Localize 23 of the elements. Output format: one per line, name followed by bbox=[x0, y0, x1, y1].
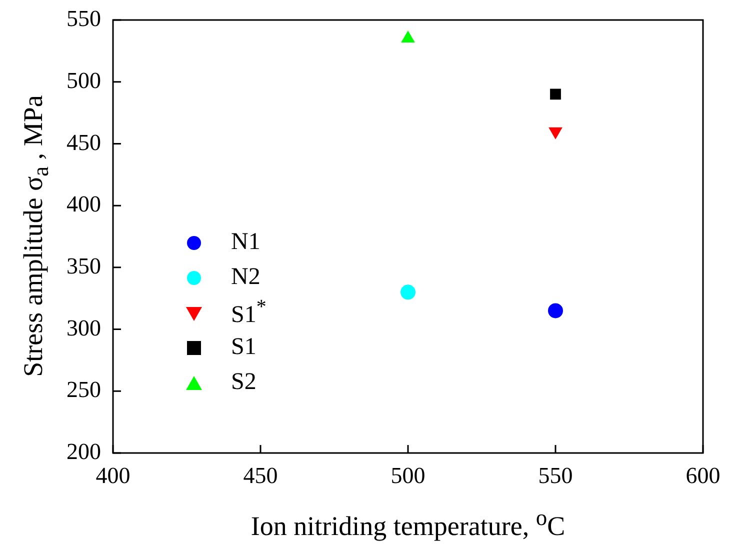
y-tick-label: 550 bbox=[66, 6, 101, 32]
x-tick-label: 400 bbox=[96, 462, 130, 488]
x-tick-label: 450 bbox=[243, 462, 278, 488]
legend-label: S1$^{*}$ bbox=[231, 296, 266, 329]
y-tick-label: 300 bbox=[66, 315, 101, 340]
y-tick-label: 250 bbox=[66, 377, 101, 402]
legend-label: N1 bbox=[231, 229, 260, 256]
y-tick-label: 350 bbox=[66, 253, 101, 278]
x-tick-label: 550 bbox=[538, 462, 573, 488]
y-tick-label: 200 bbox=[66, 439, 101, 464]
x-tick-label: 600 bbox=[686, 462, 720, 488]
point bbox=[401, 31, 415, 43]
point bbox=[550, 88, 561, 100]
point bbox=[548, 303, 563, 318]
legend-label: S1 bbox=[231, 334, 256, 361]
y-tick-label: 500 bbox=[66, 68, 101, 93]
y-tick-label: 450 bbox=[66, 130, 101, 155]
y-tick-label: 400 bbox=[66, 192, 101, 217]
point bbox=[400, 284, 416, 300]
x-axis-title: Ion nitriding temperature, $^{o}$C bbox=[250, 505, 566, 542]
legend-label: S2 bbox=[231, 369, 256, 396]
x-tick-label: 500 bbox=[390, 462, 426, 488]
legend-label: N2 bbox=[231, 264, 260, 291]
